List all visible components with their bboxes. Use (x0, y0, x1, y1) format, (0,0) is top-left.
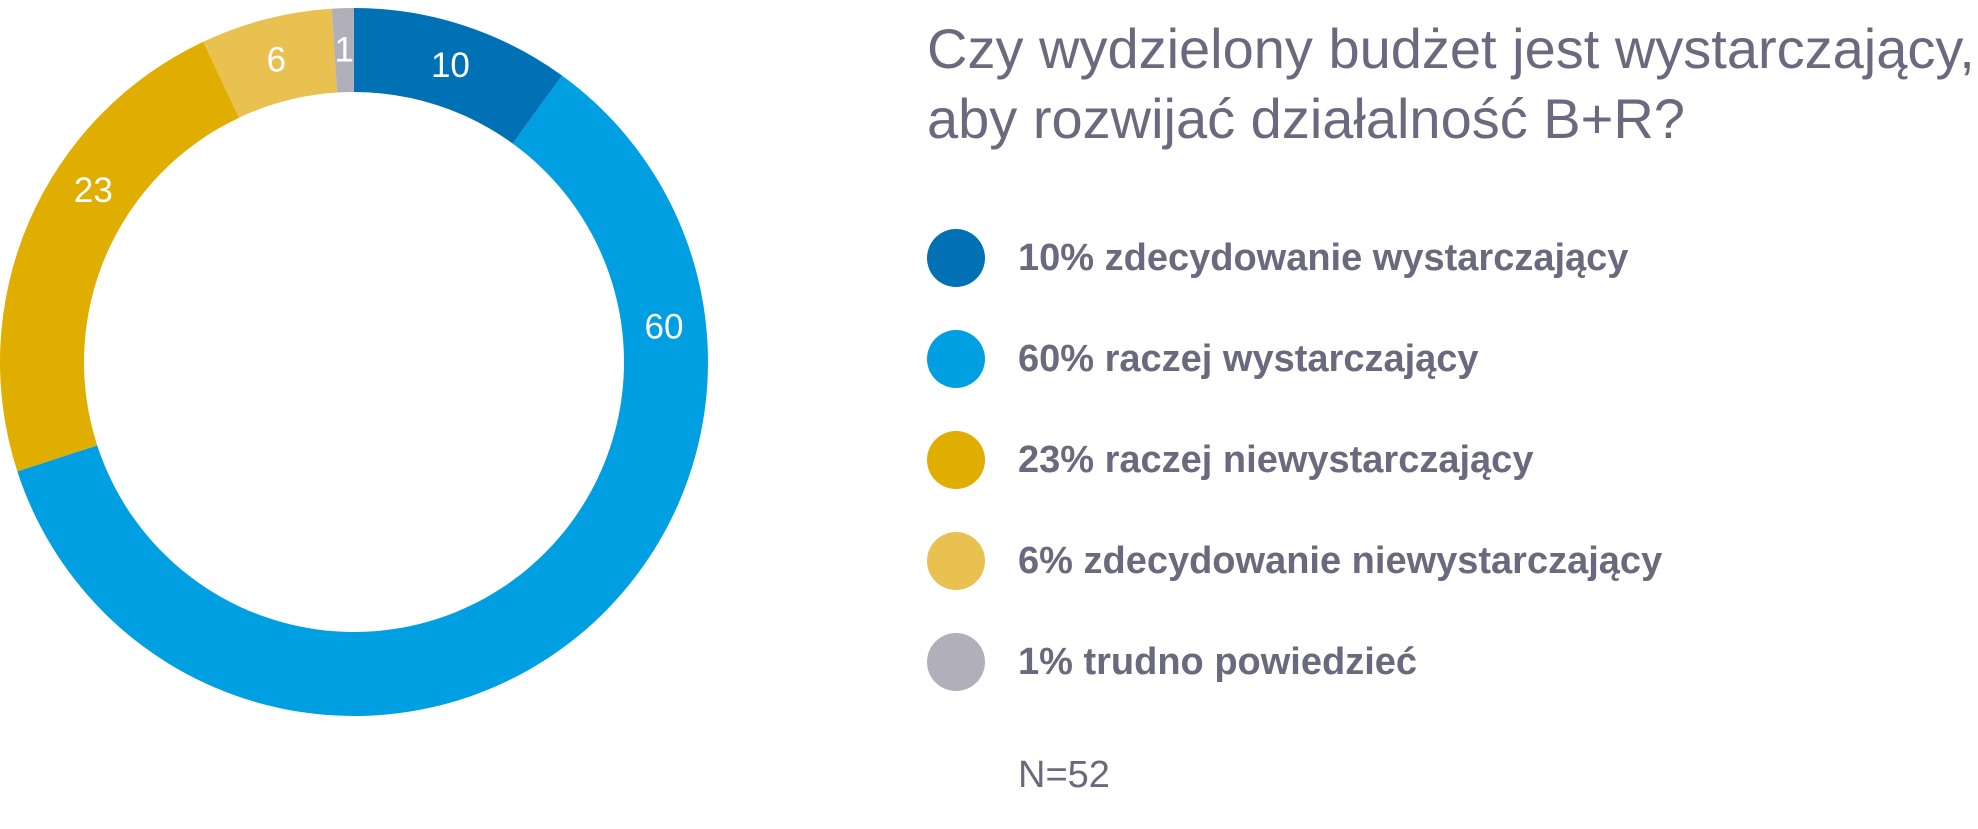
slice-data-label: 10 (431, 46, 470, 85)
legend-label: 1% trudno powiedzieć (1018, 641, 1418, 683)
legend-item: 23% raczej niewystarczający (927, 431, 1662, 532)
legend-swatch (927, 330, 985, 388)
chart-title-line-1: Czy wydzielony budżet jest wystarczający… (927, 17, 1975, 80)
legend-label: 60% raczej wystarczający (1018, 338, 1479, 380)
legend-item: 60% raczej wystarczający (927, 330, 1662, 431)
legend-label: 6% zdecydowanie niewystarczający (1018, 540, 1663, 582)
donut-chart: 10 60 23 6 1 (0, 8, 708, 717)
donut-slice-4 (203, 8, 338, 118)
legend-label: 10% zdecydowanie wystarczający (1018, 237, 1629, 279)
legend-swatch (927, 229, 985, 287)
sample-size-note: N=52 (1018, 754, 1110, 796)
donut-slice-3 (0, 41, 240, 472)
slice-data-label: 60 (645, 307, 684, 346)
donut-slice-1 (354, 8, 563, 144)
slice-data-label: 6 (267, 40, 286, 79)
legend-item: 6% zdecydowanie niewystarczający (927, 532, 1662, 633)
legend-item: 1% trudno powiedzieć (927, 633, 1662, 734)
legend: 10% zdecydowanie wystarczający 60% racze… (927, 229, 1662, 734)
legend-label: 23% raczej niewystarczający (1018, 439, 1534, 481)
legend-swatch (927, 431, 985, 489)
slice-data-label: 23 (74, 171, 113, 210)
slice-data-label: 1 (334, 31, 353, 70)
legend-item: 10% zdecydowanie wystarczający (927, 229, 1662, 330)
chart-title-line-2: aby rozwijać działalność B+R? (927, 87, 1685, 150)
legend-swatch (927, 633, 985, 691)
chart-title: Czy wydzielony budżet jest wystarczający… (927, 14, 1975, 154)
legend-swatch (927, 532, 985, 590)
donut-slice-5 (331, 8, 354, 93)
